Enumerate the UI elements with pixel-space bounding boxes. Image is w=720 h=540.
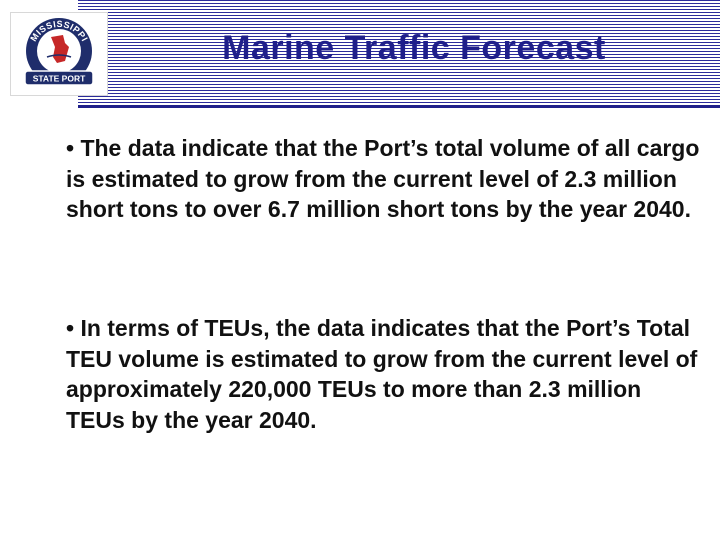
- bullet-cargo-volume: • The data indicate that the Port’s tota…: [66, 135, 700, 222]
- slide-title: Marine Traffic Forecast: [222, 29, 606, 67]
- logo-banner-text: STATE PORT: [33, 74, 86, 84]
- mississippi-state-port-logo: MISSISSIPPI STATE PORT: [10, 12, 108, 96]
- bullet-teu-volume: • In terms of TEUs, the data indicates t…: [66, 315, 698, 433]
- header-stripe-band: [78, 0, 720, 108]
- logo-seal-icon: MISSISSIPPI STATE PORT: [24, 18, 94, 86]
